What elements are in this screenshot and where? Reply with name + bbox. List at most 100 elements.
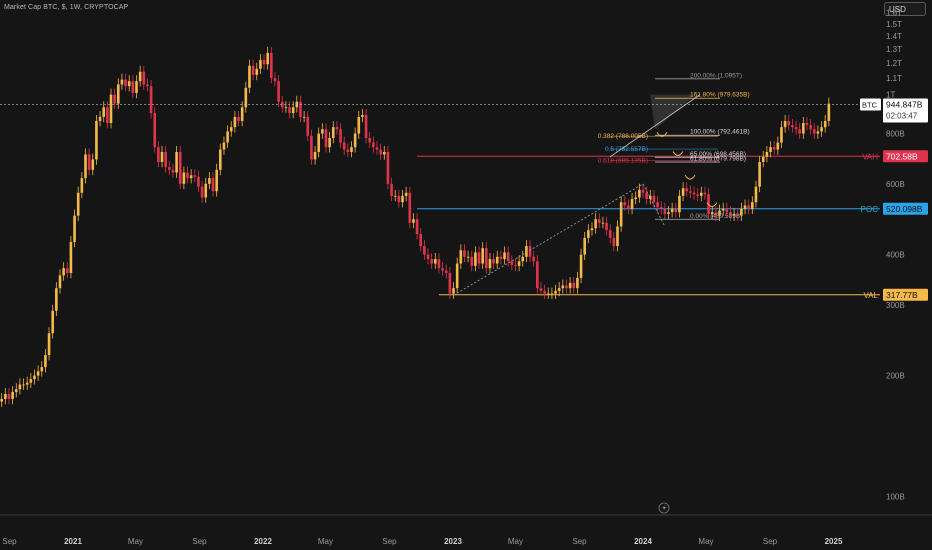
candle-body [146,84,149,87]
candle-body [408,192,412,223]
projection-path [453,183,666,296]
candle-body [0,398,3,402]
candle-body [816,131,820,134]
support-arc [672,151,684,156]
candle-body [204,183,208,198]
y-tick-label: 1.6T [886,9,902,18]
candle-body [175,151,178,173]
x-tick-label: Sep [2,537,17,546]
candle-body [561,285,565,289]
candle-body [798,129,801,134]
y-tick-label: 100B [886,493,905,502]
candle-body [820,127,823,132]
vah-price-badge [883,150,928,163]
candle-body [758,161,761,187]
candle-body [87,154,91,170]
x-tick-label: May [698,537,713,546]
candle-body [353,133,357,148]
x-tick-label: Sep [572,537,587,546]
candle-body [372,142,375,148]
candle-body [211,178,215,192]
candle-body [568,282,572,289]
lightning-icon [662,504,666,512]
candle-body [590,228,594,231]
y-tick-label: 200B [886,372,905,381]
candle-body [638,189,641,198]
candle-body [237,116,240,121]
candle-body [444,270,448,273]
x-tick-label: May [318,537,333,546]
candle-body [463,250,466,257]
candle-body [681,188,685,196]
candle-body [302,116,306,118]
currency-selector-button[interactable]: USD [884,2,926,16]
last-price-badge [883,98,928,123]
y-tick-label: 1T [886,91,895,100]
fib-level-label: 65.00% (698.456B) [690,151,746,158]
candle-body [601,222,605,224]
candle-body [7,393,11,399]
candle-body [142,71,146,85]
candle-body [346,149,350,152]
candle-body [14,389,18,393]
candle-body [69,241,73,273]
y-axis[interactable]: 1.6T 1.5T 1.4T 1.3T 1.2T 1.1T 1T 800B 600B 400B 30… [886,9,905,502]
candle-body [543,290,546,294]
candle-body [138,71,142,82]
x-tick-label: 2024 [634,537,652,546]
candle-body [827,103,831,121]
candle-body [433,259,437,264]
candle-body [328,138,331,148]
candle-body [306,116,310,136]
val-label: VAL [863,291,878,300]
candle-body [714,212,718,216]
candle-body [331,127,335,139]
x-axis[interactable]: Sep 2021 May Sep 2022 May Sep 2023 May Sep 2024 May… [0,514,932,546]
candle-body [565,285,568,289]
fibonacci-tool[interactable]: 200.00% (1.095T) 161.80% (979.635B) 100.00… [598,72,750,220]
candle-body [776,142,780,150]
candle-body [153,113,157,148]
x-tick-label: May [508,537,523,546]
candle-body [761,156,765,162]
y-tick-label: 800B [886,130,905,139]
x-tick-label: 2025 [825,537,843,546]
candle-body [222,142,226,150]
candle-body [178,151,182,184]
candle-body [652,195,656,203]
candle-body [11,392,14,399]
x-tick-label: 2021 [64,537,82,546]
candle-body [769,147,772,152]
candle-body [76,192,80,216]
candle-body [386,151,390,184]
candle-body [401,195,404,203]
candle-body [80,178,84,193]
support-arc [656,132,668,137]
y-tick-label: 1.2T [886,59,902,68]
candle-body [725,208,729,213]
candle-body [528,246,532,257]
candle-body [594,219,597,229]
candle-body [182,172,186,184]
candle-body [310,135,313,160]
candle-body [437,259,441,269]
candle-body [284,107,288,109]
candle-body [51,310,55,334]
candle-body [692,192,696,195]
candle-body [740,208,743,216]
candle-body [273,77,277,82]
vah-price-text: 702.58B [886,151,918,161]
candle-body [747,205,750,209]
candle-body [124,79,127,87]
x-tick-label: Sep [382,537,397,546]
candle-body [423,246,426,255]
poc-price-text: 520.098B [886,204,923,214]
val-price-text: 317.77B [886,290,918,300]
candle-body [135,81,138,93]
candle-body [587,230,590,238]
candle-body [751,202,754,209]
candle-body [412,219,415,223]
candle-body [186,172,189,179]
candle-body [546,293,550,295]
